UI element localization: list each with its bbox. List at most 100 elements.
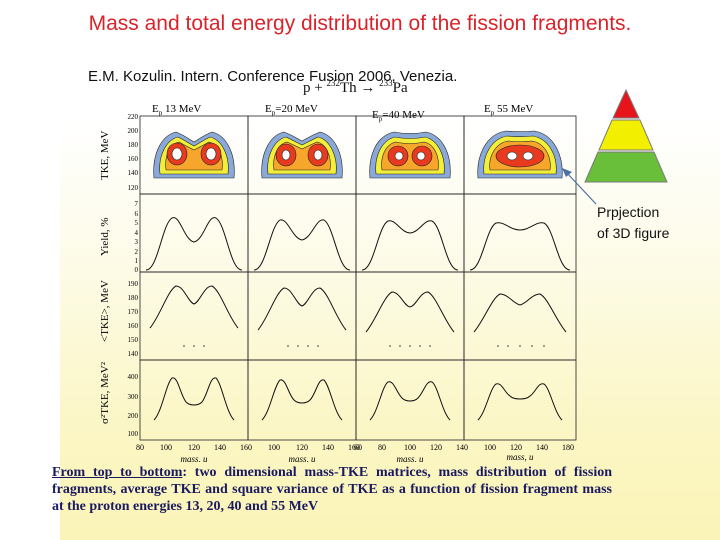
row-label-yield: Yield, % xyxy=(100,218,111,257)
y-tick: 140 xyxy=(128,169,139,177)
y-tick: 6 xyxy=(135,210,139,218)
caption-text: : two dimensional mass-TKE matrices, mas… xyxy=(52,465,612,514)
pyramid-3d-icon xyxy=(584,88,668,183)
y-tick: 100 xyxy=(128,430,139,438)
background-left xyxy=(0,0,60,540)
pyramid-base xyxy=(584,151,668,183)
y-tick: 120 xyxy=(128,184,139,192)
annotation-line-1: Prpjection xyxy=(597,204,660,220)
y-tick: 0 xyxy=(135,266,139,274)
y-tick: 140 xyxy=(128,350,139,358)
y-tick: 180 xyxy=(128,294,139,302)
contour-panel-2 xyxy=(261,131,343,179)
y-tick: 170 xyxy=(128,308,139,316)
contour-panel-3 xyxy=(369,131,451,179)
reaction-target-mass: 232 xyxy=(326,78,340,88)
y-tick: 300 xyxy=(128,393,139,401)
projection-annotation: Prpjection of 3D figure xyxy=(597,202,669,244)
slide-title: Mass and total energy distribution of th… xyxy=(88,12,632,35)
x-tick: 100 xyxy=(404,443,416,452)
x-tick: 100 xyxy=(268,443,280,452)
pyramid-middle xyxy=(598,119,654,151)
x-tick: 60 xyxy=(354,443,362,452)
row-label-tke: TKE, MeV xyxy=(100,130,111,180)
col-header-4: Ep 55 MeV xyxy=(484,103,533,117)
yield-curve-4 xyxy=(469,222,571,271)
avg-tke-dots xyxy=(183,345,545,347)
row-label-variance: σ²TKE, MeV² xyxy=(100,361,111,424)
x-label-1: mass, u xyxy=(180,454,208,462)
x-tick: 140 xyxy=(322,443,334,452)
avg-tke-curve-1 xyxy=(149,285,239,329)
avg-tke-curves xyxy=(149,285,567,333)
col-header-3: Ep=40 MeV xyxy=(372,109,425,123)
x-tick: 120 xyxy=(296,443,308,452)
x-tick: 160 xyxy=(240,443,252,452)
panel-frames xyxy=(139,115,577,441)
reaction-arrow: → xyxy=(360,80,376,96)
x-tick: 100 xyxy=(160,443,172,452)
y-tick: 220 xyxy=(128,113,139,121)
x-tick: 140 xyxy=(214,443,226,452)
avg-tke-curve-4 xyxy=(473,293,567,333)
x-label-3: mass, u xyxy=(396,454,424,462)
caption-lead: From top to bottom xyxy=(52,465,183,480)
y-tick: 1 xyxy=(135,257,139,265)
x-tick: 180 xyxy=(562,443,574,452)
avg-tke-curve-2 xyxy=(257,287,347,331)
y-tick: 400 xyxy=(128,373,139,381)
y-tick: 5 xyxy=(135,219,139,227)
yield-curve-3 xyxy=(361,220,459,271)
row-label-avg-tke: <TKE>, MeV xyxy=(100,280,111,342)
reaction-target: Th xyxy=(339,80,357,96)
yield-curves xyxy=(145,217,571,271)
contour-panel-4 xyxy=(477,130,563,179)
y-tick: 200 xyxy=(128,127,139,135)
y-tick: 160 xyxy=(128,155,139,163)
x-tick: 160 xyxy=(348,443,360,452)
y-tick: 4 xyxy=(135,229,139,237)
reaction-equation: p + 232Th → 233Pa xyxy=(303,78,408,97)
x-tick: 80 xyxy=(378,443,386,452)
contour-panel-1 xyxy=(153,131,235,179)
x-tick: 140 xyxy=(536,443,548,452)
callout-arrow-icon xyxy=(562,168,597,205)
x-tick: 140 xyxy=(456,443,468,452)
x-label-2: mass, u xyxy=(288,454,316,462)
fission-figure-grid: TKE, MeV Yield, % <TKE>, MeV σ²TKE, MeV²… xyxy=(100,103,577,462)
x-tick: 100 xyxy=(484,443,496,452)
reaction-product-mass: 233 xyxy=(379,78,393,88)
y-tick: 160 xyxy=(128,322,139,330)
y-tick: 190 xyxy=(128,280,139,288)
variance-curve-1 xyxy=(153,377,235,421)
x-label-4: mass, u xyxy=(506,452,534,462)
x-ticks: 80 100 120 140 160 100 120 140 160 60 80… xyxy=(136,443,574,452)
x-tick: 120 xyxy=(510,443,522,452)
column-headers: Ep 13 MeV Ep=20 MeV Ep=40 MeV Ep 55 MeV xyxy=(152,103,533,123)
y-ticks: 220 200 180 160 140 120 7 6 5 4 3 2 1 0 … xyxy=(128,113,139,438)
y-tick: 2 xyxy=(135,248,139,256)
col-header-2: Ep=20 MeV xyxy=(265,103,318,117)
x-tick: 120 xyxy=(430,443,442,452)
avg-tke-curve-3 xyxy=(365,291,455,333)
yield-curve-2 xyxy=(253,219,351,271)
y-tick: 150 xyxy=(128,336,139,344)
citation: E.M. Kozulin. Intern. Conference Fusion … xyxy=(88,68,458,85)
y-tick: 180 xyxy=(128,141,139,149)
pyramid-top xyxy=(612,88,640,119)
y-tick: 7 xyxy=(135,200,139,208)
figure-caption: From top to bottom: two dimensional mass… xyxy=(52,464,612,515)
mass-tke-matrices xyxy=(153,130,563,179)
reaction-product: Pa xyxy=(392,80,408,96)
variance-curve-4 xyxy=(477,383,563,421)
reaction-p: p xyxy=(303,80,311,96)
yield-curve-1 xyxy=(145,217,243,271)
col-header-1: Ep 13 MeV xyxy=(152,103,201,117)
variance-curve-3 xyxy=(369,381,451,421)
x-labels: mass, u mass, u mass, u mass, u xyxy=(180,452,534,462)
x-tick: 120 xyxy=(188,443,200,452)
x-tick: 80 xyxy=(136,443,144,452)
annotation-line-2: of 3D figure xyxy=(597,225,670,241)
reaction-plus: + xyxy=(314,80,323,96)
